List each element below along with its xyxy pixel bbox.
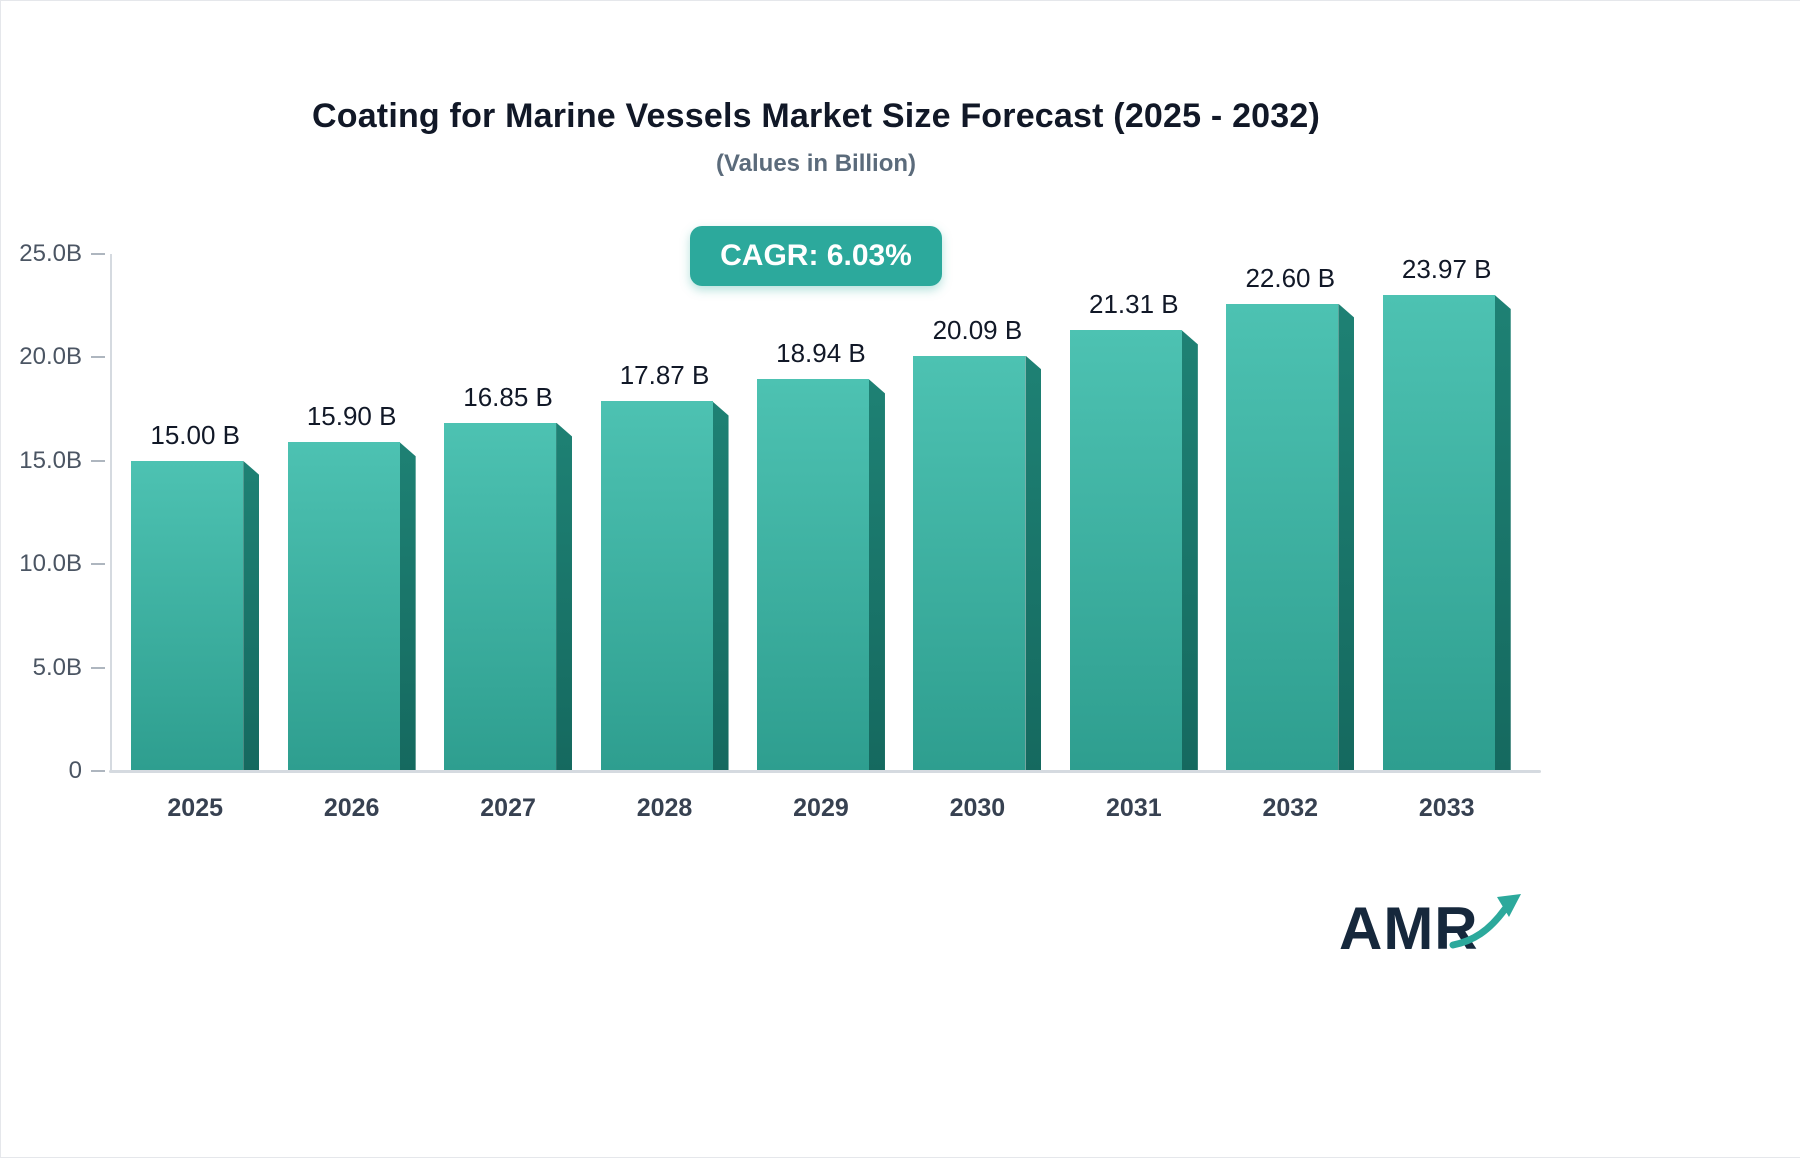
bar bbox=[287, 442, 416, 771]
bar-value-label: 22.60 B bbox=[1245, 262, 1336, 293]
x-tick-label: 2028 bbox=[636, 794, 693, 822]
bar-face bbox=[1226, 303, 1339, 771]
y-axis-label: 20.0B bbox=[19, 343, 82, 371]
logo-arrow-icon bbox=[1449, 893, 1521, 948]
bar-face bbox=[756, 379, 869, 771]
y-axis-tick-mark bbox=[91, 459, 105, 462]
bar-side bbox=[868, 379, 885, 771]
x-tick-label: 2025 bbox=[167, 794, 224, 822]
bar bbox=[1382, 295, 1511, 771]
x-tick-label: 2033 bbox=[1418, 794, 1475, 822]
chart-title: Coating for Marine Vessels Market Size F… bbox=[311, 97, 1321, 135]
x-tick-label: 2027 bbox=[480, 794, 536, 822]
y-axis-tick: 25.0B bbox=[7, 240, 105, 268]
bar-value-label: 17.87 B bbox=[619, 360, 710, 391]
amr-logo-text: AMR bbox=[1339, 895, 1479, 962]
bar-side bbox=[243, 460, 260, 771]
amr-logo: AMR bbox=[1339, 893, 1523, 963]
bar bbox=[131, 460, 260, 771]
bar-value-label: 16.85 B bbox=[463, 381, 553, 412]
x-tick-label: 2030 bbox=[949, 794, 1006, 822]
bar-group: 20.09 B 2030 bbox=[899, 254, 1055, 822]
bar-side bbox=[556, 422, 573, 771]
x-tick-label: 2031 bbox=[1106, 794, 1162, 822]
bar-side bbox=[1494, 295, 1511, 771]
bar-face bbox=[287, 442, 400, 771]
y-axis-label: 5.0B bbox=[32, 653, 82, 681]
bar-value-label: 18.94 B bbox=[776, 338, 866, 369]
bar-group: 17.87 B 2028 bbox=[587, 254, 743, 822]
y-axis-label: 15.0B bbox=[19, 446, 82, 474]
y-axis-tick-mark bbox=[91, 770, 105, 772]
bar bbox=[756, 379, 885, 771]
bar-side bbox=[712, 401, 729, 771]
y-axis-tick: 15.0B bbox=[7, 447, 105, 475]
bar-value-label: 23.97 B bbox=[1401, 254, 1492, 284]
bar-value-label: 15.00 B bbox=[150, 419, 241, 450]
bars-area: 15.00 B 2025 15.90 B 2026 16.85 B 2027 17.87 B… bbox=[117, 254, 1525, 822]
chart-header: Coating for Marine Vessels Market Size F… bbox=[1, 1, 1631, 286]
y-axis-tick: 0 bbox=[7, 757, 105, 785]
y-axis-tick-mark bbox=[91, 356, 105, 359]
bar bbox=[1069, 330, 1198, 771]
cagr-badge: CAGR: 6.03% bbox=[690, 226, 942, 286]
bar-value-label: 15.90 B bbox=[306, 401, 397, 432]
bar-side bbox=[1338, 303, 1355, 771]
bar bbox=[1226, 303, 1355, 771]
bar bbox=[913, 355, 1042, 771]
bar-group: 16.85 B 2027 bbox=[430, 254, 586, 822]
y-axis-tick-mark bbox=[91, 253, 105, 255]
x-axis-line bbox=[109, 770, 1541, 773]
bar-value-label: 21.31 B bbox=[1089, 289, 1179, 320]
y-axis: 0 5.0B 10.0B 15.0B 20.0B 25.0B bbox=[7, 240, 105, 784]
y-axis-tick-mark bbox=[91, 563, 105, 566]
bar-face bbox=[1382, 295, 1495, 771]
bar-face bbox=[1069, 330, 1182, 771]
y-axis-label: 25.0B bbox=[19, 240, 82, 267]
bar-group: 15.00 B 2025 bbox=[117, 254, 273, 822]
bar-face bbox=[131, 460, 244, 771]
y-axis-tick: 10.0B bbox=[7, 550, 105, 578]
bar-group: 23.97 B 2033 bbox=[1369, 254, 1525, 822]
bar-face bbox=[444, 422, 557, 771]
bar bbox=[444, 422, 573, 771]
y-axis-label: 0 bbox=[68, 757, 82, 784]
bar-face bbox=[913, 355, 1026, 771]
y-axis-tick: 20.0B bbox=[7, 343, 105, 371]
x-tick-label: 2029 bbox=[793, 794, 849, 822]
bar-group: 18.94 B 2029 bbox=[743, 254, 899, 822]
bar-side bbox=[1181, 330, 1198, 771]
bar bbox=[600, 401, 729, 771]
chart-subtitle: (Values in Billion) bbox=[715, 150, 917, 177]
y-axis-tick: 5.0B bbox=[7, 654, 105, 682]
x-tick-label: 2032 bbox=[1262, 794, 1319, 822]
y-axis-line bbox=[110, 254, 112, 771]
bar-side bbox=[1025, 355, 1042, 771]
bar-chart: 0 5.0B 10.0B 15.0B 20.0B 25.0B 15.00 B 2025 15.… bbox=[19, 240, 1541, 822]
bar-side bbox=[399, 442, 416, 771]
bar-group: 21.31 B 2031 bbox=[1056, 254, 1212, 822]
bar-value-label: 20.09 B bbox=[932, 314, 1023, 345]
x-tick-label: 2026 bbox=[323, 794, 380, 822]
bar-group: 22.60 B 2032 bbox=[1212, 254, 1368, 822]
bar-face bbox=[600, 401, 713, 771]
bar-group: 15.90 B 2026 bbox=[274, 254, 430, 822]
y-axis-tick-mark bbox=[91, 666, 105, 669]
y-axis-label: 10.0B bbox=[19, 550, 82, 578]
